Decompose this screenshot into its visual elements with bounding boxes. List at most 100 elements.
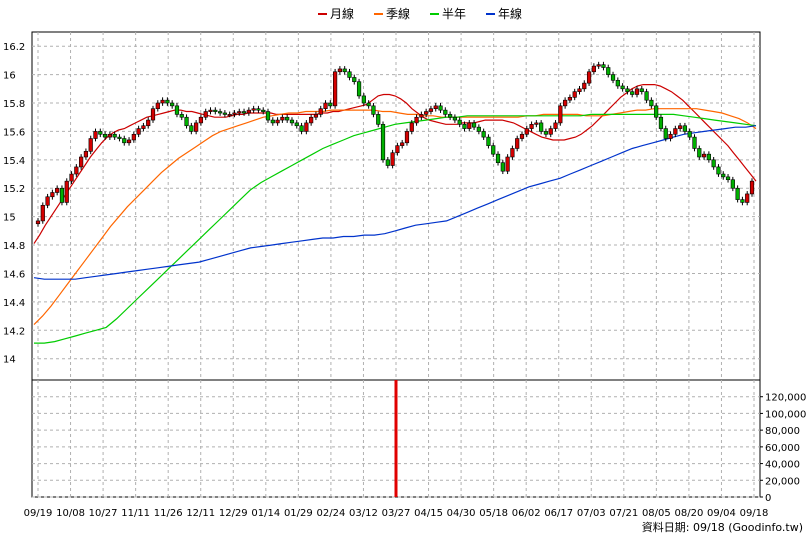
candle-body <box>591 65 596 73</box>
candle-body <box>165 99 170 104</box>
candle-body <box>663 128 668 139</box>
candle-body <box>409 122 414 132</box>
candle-body <box>203 111 208 118</box>
candle-body <box>515 138 520 149</box>
candle-body <box>208 109 213 112</box>
candle-body <box>265 111 271 121</box>
candle-body <box>519 133 525 139</box>
candle-body <box>735 187 740 200</box>
candle-body <box>749 180 755 195</box>
price-tick-label: 15.4 <box>3 156 25 167</box>
candle-body <box>658 116 664 129</box>
candle-body <box>74 166 79 175</box>
x-tick-label: 11/11 <box>121 508 150 519</box>
candle-body <box>227 114 232 117</box>
candle-body <box>701 153 707 158</box>
x-axis: 09/19 10/08 10/27 11/11 11/26 12/11 12/29 01/14… <box>24 508 769 519</box>
candle-body <box>59 187 65 203</box>
candle-body <box>198 116 204 124</box>
candle-body <box>304 122 309 132</box>
candle-body <box>146 119 151 127</box>
candle-body <box>601 64 606 68</box>
candle-body <box>280 116 285 121</box>
candle-body <box>639 88 644 92</box>
candle-body <box>270 119 275 124</box>
volume-tick-label: 60,000 <box>765 443 800 454</box>
candle-body <box>117 136 122 139</box>
candle-body <box>55 187 60 193</box>
candle-body <box>510 148 515 158</box>
price-tick-label: 14.8 <box>3 241 25 252</box>
x-tick-label: 04/30 <box>447 508 476 519</box>
candle-body <box>174 105 180 115</box>
volume-tick-label: 120,000 <box>765 393 806 404</box>
candle-body <box>376 114 381 125</box>
candle-body <box>352 77 357 83</box>
candle-body <box>630 91 635 95</box>
chart-legend: 月線 季線 半年 年線 <box>318 6 522 21</box>
candle-body <box>457 119 462 125</box>
candle-body <box>730 179 735 189</box>
candle-body <box>285 116 290 121</box>
candle-body <box>654 105 659 118</box>
candle-body <box>380 124 386 161</box>
candle-body <box>462 124 467 129</box>
candle-body <box>553 122 558 129</box>
x-tick-label: 10/27 <box>89 508 118 519</box>
candle-body <box>471 122 477 128</box>
candle-body <box>126 139 132 144</box>
candle-body <box>716 166 721 175</box>
legend-label: 月線 <box>330 6 354 21</box>
price-tick-label: 16 <box>3 71 16 82</box>
candle-body <box>83 151 89 158</box>
candle-body <box>491 145 496 155</box>
candle-body <box>582 82 587 90</box>
candle-body <box>45 196 50 206</box>
candle-body <box>745 193 750 203</box>
candle-body <box>347 71 352 78</box>
candle-body <box>678 125 683 129</box>
candle-body <box>452 116 457 121</box>
candle-body <box>107 133 112 138</box>
candle-body <box>596 64 601 67</box>
candle-body <box>433 105 438 110</box>
series-line-季線 <box>33 108 757 326</box>
volume-tick-label: 80,000 <box>765 426 800 437</box>
candle-body <box>644 91 649 101</box>
candle-body <box>131 133 136 141</box>
candle-body <box>443 109 448 115</box>
candle-body <box>194 122 199 132</box>
candle-body <box>424 111 429 115</box>
candle-body <box>390 152 395 166</box>
candle-body <box>395 145 400 154</box>
candle-body <box>692 136 697 149</box>
candle-body <box>232 112 237 115</box>
candle-body <box>481 131 486 138</box>
volume-panel: 0 20,000 40,000 60,000 80,000 100,000 120,000 <box>31 379 806 504</box>
candle-body <box>586 71 592 84</box>
x-tick-label: 09/19 <box>24 508 53 519</box>
volume-tick-label: 40,000 <box>765 460 800 471</box>
candle-body <box>740 199 745 203</box>
candle-body <box>706 153 711 161</box>
candle-body <box>404 131 410 144</box>
price-tick-label: 14 <box>3 355 16 366</box>
price-tick-label: 14.2 <box>3 326 25 337</box>
candle-body <box>170 102 175 107</box>
series-line-年線 <box>33 125 757 280</box>
candle-body <box>102 133 108 138</box>
candle-body <box>476 126 481 132</box>
candle-body <box>88 138 93 152</box>
x-tick-label: 08/05 <box>642 508 671 519</box>
candle-body <box>495 153 501 163</box>
candle-body <box>419 114 424 118</box>
candle-body <box>356 81 362 97</box>
x-tick-label: 04/15 <box>414 508 443 519</box>
candle-body <box>299 125 304 132</box>
candle-body <box>610 74 616 81</box>
candle-body <box>428 108 434 112</box>
candle-body <box>213 109 218 112</box>
candle-body <box>294 122 299 127</box>
candle-body <box>328 102 333 107</box>
candle-body <box>136 128 141 135</box>
